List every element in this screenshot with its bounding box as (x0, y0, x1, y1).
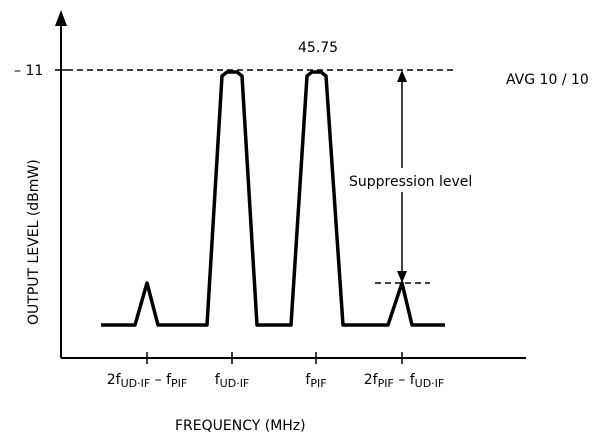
peak-value-label: 45.75 (298, 40, 338, 56)
y-axis-arrow-icon (55, 10, 67, 26)
suppression-label: Suppression level (349, 174, 472, 190)
y-tick-label: – 11 (14, 63, 43, 79)
suppression-arrow-bottom-icon (397, 271, 407, 283)
suppression-label-bg (344, 168, 494, 192)
x-axis-label: FREQUENCY (MHz) (175, 418, 306, 434)
avg-label: AVG 10 / 10 (506, 72, 589, 88)
spectrum-trace (101, 70, 445, 327)
x-tick-label: 2fUD·IF – fPIF (107, 372, 188, 390)
x-tick-label: fUD·IF (215, 372, 250, 390)
x-tick-label: 2fPIF – fUD·IF (364, 372, 445, 390)
x-tick-label: fPIF (305, 372, 326, 390)
suppression-arrow-top-icon (397, 70, 407, 82)
y-axis-label: OUTPUT LEVEL (dBmW) (26, 159, 42, 325)
